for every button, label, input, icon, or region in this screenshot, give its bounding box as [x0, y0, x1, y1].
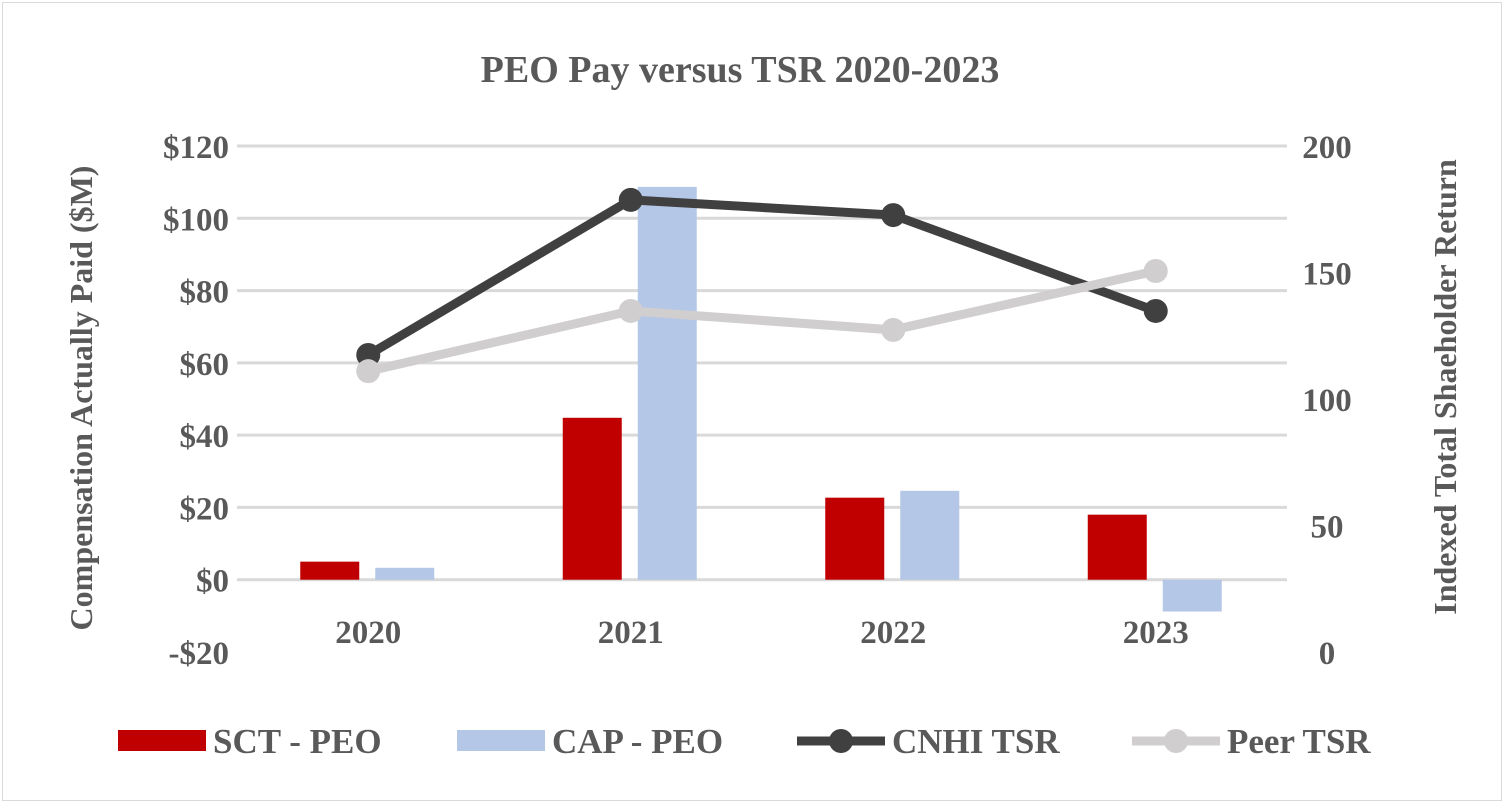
legend-label-peer-tsr: Peer TSR — [1227, 722, 1371, 761]
marker-peer-tsr — [1143, 258, 1168, 283]
marker-cnhi-tsr — [881, 203, 906, 228]
legend-marker-peer-tsr — [1164, 729, 1188, 753]
y-tick-label: $100 — [163, 202, 229, 238]
y-tick-label: $20 — [180, 491, 230, 527]
x-tick-label: 2022 — [860, 615, 926, 651]
bar-sct-peo — [562, 417, 622, 580]
y-tick-label: -$20 — [169, 636, 230, 672]
legend-swatch-sct-peo — [118, 730, 206, 751]
x-tick-label: 2021 — [598, 615, 664, 651]
marker-cnhi-tsr — [1143, 298, 1168, 323]
marker-peer-tsr — [881, 317, 906, 342]
legend-label-cap-peo: CAP - PEO — [552, 722, 723, 761]
legend-marker-cnhi-tsr — [829, 729, 853, 753]
y2-axis-label: Indexed Total Shaeholder Return — [1427, 159, 1463, 615]
bar-sct-peo — [825, 497, 885, 580]
marker-peer-tsr — [356, 359, 381, 384]
y2-tick-label: 50 — [1311, 510, 1344, 546]
y-axis-label: Compensation Actually Paid ($M) — [63, 166, 99, 631]
legend: SCT - PEO CAP - PEO CNHI TSR Peer TSR — [118, 722, 1371, 761]
y2-tick-label: 200 — [1302, 130, 1352, 166]
x-tick-label: 2020 — [335, 615, 401, 651]
bar-sct-peo — [300, 561, 360, 580]
bar-cap-peo — [1162, 579, 1222, 612]
legend-label-sct-peo: SCT - PEO — [213, 722, 382, 761]
y2-tick-label: 100 — [1302, 383, 1352, 419]
legend-swatch-cap-peo — [457, 730, 545, 751]
chart-title: PEO Pay versus TSR 2020-2023 — [481, 49, 1000, 91]
y2-tick-label: 150 — [1302, 257, 1352, 293]
y2-tick-label: 0 — [1319, 636, 1336, 672]
y-tick-label: $120 — [163, 130, 229, 166]
y-tick-label: $80 — [180, 275, 230, 311]
line-cnhi-tsr — [365, 195, 1158, 359]
y-tick-label: $60 — [180, 347, 230, 383]
marker-peer-tsr — [618, 298, 643, 323]
line-peer-tsr — [367, 266, 1157, 376]
legend-label-cnhi-tsr: CNHI TSR — [892, 722, 1060, 761]
marker-cnhi-tsr — [618, 187, 643, 212]
y-tick-label: $0 — [196, 564, 229, 600]
bar-cap-peo — [900, 490, 960, 580]
y-tick-label: $40 — [180, 419, 230, 455]
x-tick-label: 2023 — [1123, 615, 1189, 651]
bar-cap-peo — [375, 567, 435, 580]
bar-cap-peo — [637, 186, 697, 580]
bar-sct-peo — [1087, 514, 1147, 580]
